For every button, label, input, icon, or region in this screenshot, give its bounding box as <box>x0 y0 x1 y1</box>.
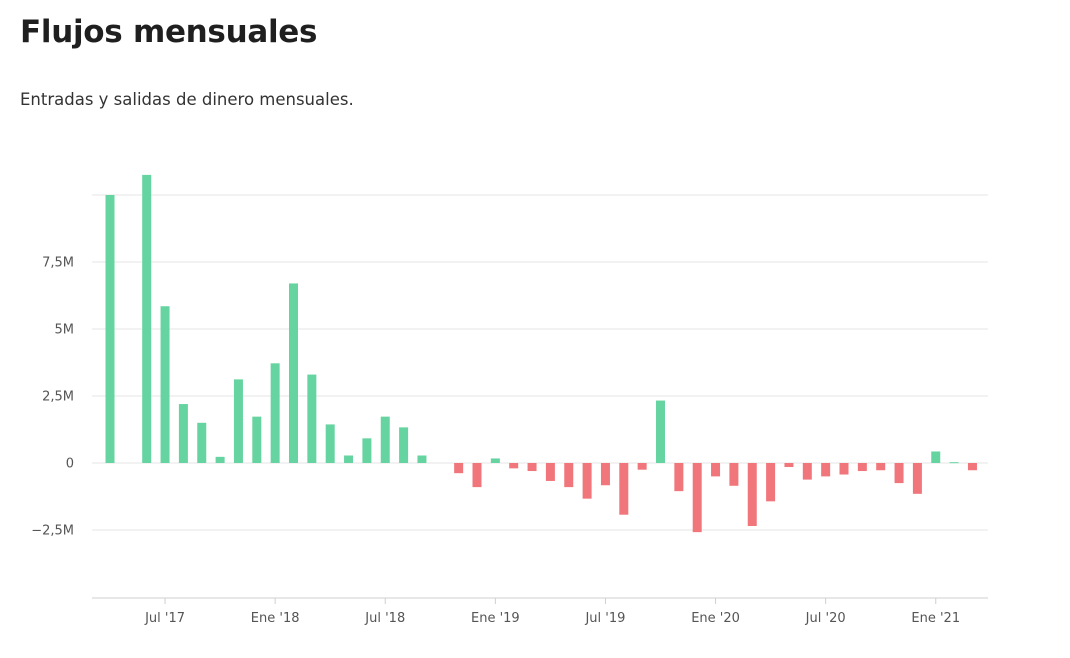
bar <box>637 463 647 470</box>
bar <box>325 424 335 463</box>
bar <box>417 455 427 463</box>
grid-lines <box>92 194 988 531</box>
bar <box>729 463 739 486</box>
x-tick-label: Jul '18 <box>364 611 405 626</box>
bar <box>747 463 757 526</box>
bar <box>197 422 207 463</box>
bar <box>380 416 390 463</box>
bar <box>545 463 555 481</box>
bar <box>766 463 776 502</box>
bar <box>656 400 665 463</box>
bar <box>270 363 280 463</box>
page-subtitle: Entradas y salidas de dinero mensuales. <box>20 90 354 109</box>
bar <box>839 463 849 475</box>
y-tick-label: 0 <box>66 457 74 472</box>
y-tick-label: 2,5M <box>42 390 74 405</box>
bar <box>674 463 684 492</box>
x-tick-label: Ene '19 <box>471 611 520 626</box>
bar <box>289 283 298 463</box>
x-tick-label: Ene '18 <box>251 611 300 626</box>
bar <box>894 463 904 484</box>
bar <box>454 463 464 474</box>
x-tick-label: Ene '20 <box>691 611 740 626</box>
bar <box>967 463 977 471</box>
bar <box>582 463 592 499</box>
bar <box>802 463 812 480</box>
bar <box>215 456 225 463</box>
bar <box>178 404 188 463</box>
bar <box>600 463 610 486</box>
bar <box>821 463 831 477</box>
bar <box>307 374 317 463</box>
bar <box>619 463 629 515</box>
bar <box>362 438 372 463</box>
x-tick-label: Ene '21 <box>911 611 960 626</box>
bar <box>527 463 537 472</box>
y-tick-label: 7,5M <box>42 256 74 271</box>
bar <box>857 463 867 472</box>
bar <box>399 427 409 463</box>
x-tick-label: Jul '20 <box>805 611 846 626</box>
bar <box>142 174 152 463</box>
bar <box>912 463 922 494</box>
bar <box>160 306 170 463</box>
bar <box>252 416 262 463</box>
bar <box>509 463 519 469</box>
axes: −2,5M 0 2,5M 5M 7,5M Jul '17 Ene '18 Jul '18 Ene… <box>31 256 988 626</box>
bar <box>784 463 794 468</box>
bar <box>233 379 243 463</box>
bar <box>692 463 702 533</box>
y-tick-label: −2,5M <box>31 524 74 539</box>
x-tick-label: Jul '19 <box>584 611 625 626</box>
bar <box>931 451 941 463</box>
page-title: Flujos mensuales <box>20 14 318 50</box>
bar <box>564 463 574 488</box>
bar <box>949 462 959 464</box>
y-tick-label: 5M <box>55 323 75 338</box>
bar <box>105 195 115 463</box>
x-tick-label: Jul '17 <box>144 611 185 626</box>
bar <box>876 463 886 471</box>
bar <box>490 458 500 463</box>
bar <box>344 455 354 463</box>
bar <box>711 463 721 477</box>
bars <box>105 174 977 533</box>
bar <box>472 463 482 488</box>
